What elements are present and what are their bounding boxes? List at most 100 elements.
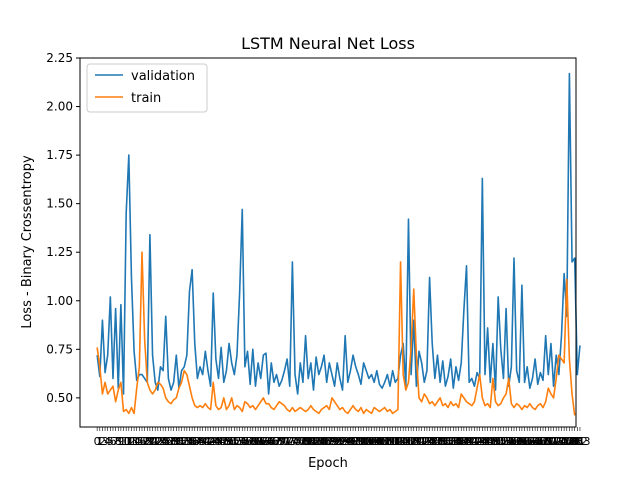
x-tick-label: 119 bbox=[401, 435, 422, 448]
x-tick-label: 8 bbox=[115, 435, 122, 448]
y-tick-label: 2.00 bbox=[46, 100, 73, 114]
x-tick-label: 12 bbox=[122, 435, 136, 448]
legend-box bbox=[86, 63, 208, 113]
x-tick-label: 11 bbox=[119, 435, 133, 448]
x-tick-label: 152 bbox=[488, 435, 509, 448]
x-tick-label: 28 bbox=[164, 435, 178, 448]
x-tick-label: 58 bbox=[243, 435, 257, 448]
x-tick-label: 91 bbox=[330, 435, 344, 448]
x-tick-label: 176 bbox=[551, 435, 572, 448]
x-tick-label: 62 bbox=[254, 435, 268, 448]
x-tick-label: 34 bbox=[180, 435, 194, 448]
x-tick-label: 16 bbox=[132, 435, 146, 448]
x-tick-label: 78 bbox=[296, 435, 310, 448]
x-tick-label: 113 bbox=[385, 435, 406, 448]
x-tick-label: 158 bbox=[504, 435, 525, 448]
x-tick-label: 109 bbox=[374, 435, 395, 448]
x-tick-label: 74 bbox=[285, 435, 299, 448]
x-tick-label: 108 bbox=[372, 435, 393, 448]
x-tick-label: 71 bbox=[277, 435, 291, 448]
x-tick-label: 175 bbox=[548, 435, 569, 448]
x-tick-label: 116 bbox=[393, 435, 414, 448]
x-tick-label: 25 bbox=[156, 435, 170, 448]
x-tick-label: 10 bbox=[117, 435, 131, 448]
x-tick-label: 96 bbox=[343, 435, 357, 448]
x-tick-label: 112 bbox=[382, 435, 403, 448]
x-tick-label: 118 bbox=[398, 435, 419, 448]
x-tick-label: 169 bbox=[533, 435, 554, 448]
x-tick-label: 51 bbox=[225, 435, 239, 448]
x-tick-label: 87 bbox=[320, 435, 334, 448]
x-tick-label: 127 bbox=[422, 435, 443, 448]
x-tick-label: 106 bbox=[366, 435, 387, 448]
x-tick-label: 17 bbox=[135, 435, 149, 448]
x-tick-label: 102 bbox=[356, 435, 377, 448]
x-tick-label: 4 bbox=[104, 435, 111, 448]
x-tick-label: 115 bbox=[390, 435, 411, 448]
x-tick-label: 168 bbox=[530, 435, 551, 448]
x-tick-label: 137 bbox=[448, 435, 469, 448]
x-tick-label: 48 bbox=[217, 435, 231, 448]
x-tick-label: 9 bbox=[117, 435, 124, 448]
x-tick-label: 139 bbox=[453, 435, 474, 448]
x-tick-label: 103 bbox=[358, 435, 379, 448]
x-tick-label: 39 bbox=[193, 435, 207, 448]
plot-frame bbox=[79, 57, 577, 428]
x-tick-label: 67 bbox=[267, 435, 281, 448]
x-tick-label: 84 bbox=[312, 435, 326, 448]
legend-label-train: train bbox=[131, 91, 161, 106]
x-tick-label: 164 bbox=[519, 435, 540, 448]
x-tick-label: 36 bbox=[185, 435, 199, 448]
x-tick-label: 105 bbox=[364, 435, 385, 448]
x-tick-label: 138 bbox=[451, 435, 472, 448]
x-tick-label: 76 bbox=[291, 435, 305, 448]
y-tick-label: 1.75 bbox=[46, 148, 73, 162]
x-tick-label: 162 bbox=[514, 435, 535, 448]
x-tick-label: 178 bbox=[556, 435, 577, 448]
x-tick-label: 140 bbox=[456, 435, 477, 448]
x-tick-label: 68 bbox=[270, 435, 284, 448]
x-tick-label: 61 bbox=[251, 435, 265, 448]
x-tick-label: 134 bbox=[440, 435, 461, 448]
x-axis-ticks: 0123456789101112131415161718192021222324… bbox=[94, 427, 590, 448]
x-tick-label: 64 bbox=[259, 435, 273, 448]
y-tick-label: 0.75 bbox=[46, 342, 73, 356]
x-tick-label: 79 bbox=[299, 435, 313, 448]
x-tick-label: 49 bbox=[219, 435, 233, 448]
x-tick-label: 52 bbox=[227, 435, 241, 448]
x-tick-label: 57 bbox=[241, 435, 255, 448]
x-tick-label: 73 bbox=[283, 435, 297, 448]
x-tick-label: 151 bbox=[485, 435, 506, 448]
x-tick-label: 7 bbox=[112, 435, 119, 448]
x-tick-label: 6 bbox=[109, 435, 116, 448]
x-tick-label: 89 bbox=[325, 435, 339, 448]
x-tick-label: 72 bbox=[280, 435, 294, 448]
x-tick-label: 167 bbox=[527, 435, 548, 448]
x-tick-label: 21 bbox=[146, 435, 160, 448]
x-tick-label: 80 bbox=[301, 435, 315, 448]
x-tick-label: 141 bbox=[459, 435, 480, 448]
x-tick-label: 19 bbox=[140, 435, 154, 448]
x-tick-label: 104 bbox=[361, 435, 382, 448]
x-tick-label: 149 bbox=[480, 435, 501, 448]
x-tick-label: 163 bbox=[517, 435, 538, 448]
x-tick-label: 136 bbox=[445, 435, 466, 448]
x-tick-label: 54 bbox=[233, 435, 247, 448]
x-tick-label: 70 bbox=[275, 435, 289, 448]
x-tick-label: 146 bbox=[472, 435, 493, 448]
x-tick-label: 40 bbox=[196, 435, 210, 448]
x-tick-label: 107 bbox=[369, 435, 390, 448]
x-tick-label: 24 bbox=[153, 435, 167, 448]
x-tick-label: 55 bbox=[235, 435, 249, 448]
x-tick-label: 131 bbox=[432, 435, 453, 448]
x-tick-label: 63 bbox=[256, 435, 270, 448]
x-tick-label: 46 bbox=[212, 435, 226, 448]
x-tick-label: 1 bbox=[96, 435, 103, 448]
x-tick-label: 100 bbox=[350, 435, 371, 448]
y-axis-ticks: 0.50 0.75 1.00 1.25 1.50 1.75 2.00 2.25 bbox=[46, 51, 80, 405]
x-tick-label: 95 bbox=[341, 435, 355, 448]
x-tick-label: 128 bbox=[424, 435, 445, 448]
x-tick-label: 85 bbox=[314, 435, 328, 448]
x-tick-label: 23 bbox=[151, 435, 165, 448]
x-tick-label: 3 bbox=[102, 435, 109, 448]
